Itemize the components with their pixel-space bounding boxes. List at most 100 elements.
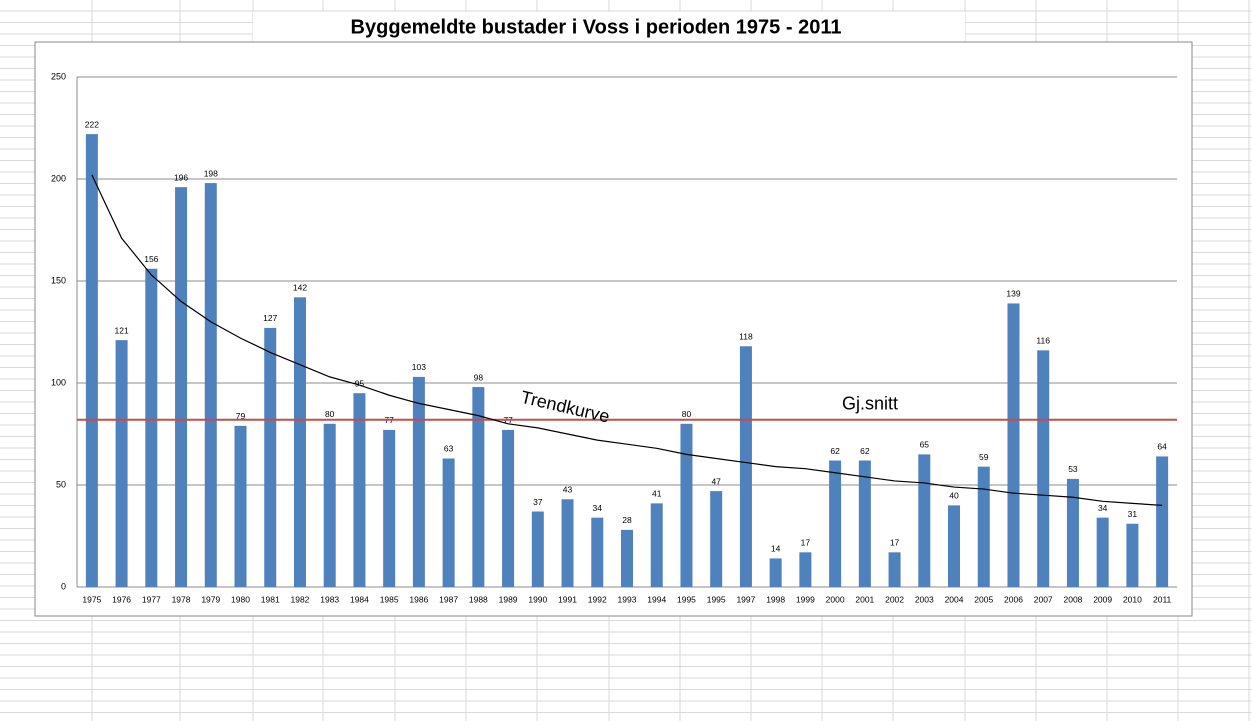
x-tick-label: 1980	[231, 594, 250, 604]
x-tick-label: 2009	[1093, 594, 1112, 604]
bar	[85, 134, 98, 587]
x-tick-label: 2011	[1153, 594, 1172, 604]
value-label: 79	[236, 411, 246, 421]
x-tick-label: 1995	[707, 594, 726, 604]
value-label: 28	[622, 515, 632, 525]
x-tick-label: 1992	[588, 594, 607, 604]
bar	[621, 529, 633, 587]
x-tick-label: 2010	[1123, 594, 1142, 604]
bar	[1156, 456, 1169, 587]
x-tick-label: 1987	[439, 594, 458, 604]
bar	[1096, 517, 1109, 587]
x-tick-label: 1989	[499, 594, 518, 604]
value-label: 156	[144, 254, 158, 264]
x-tick-label: 2000	[826, 594, 845, 604]
value-label: 139	[1006, 289, 1020, 299]
x-tick-label: 1997	[736, 594, 755, 604]
value-label: 53	[1068, 464, 1078, 474]
bar	[145, 268, 158, 587]
bar	[442, 458, 455, 587]
bar	[710, 491, 723, 587]
value-label: 80	[325, 409, 335, 419]
value-label: 121	[115, 325, 129, 335]
title-box	[253, 12, 965, 42]
bar	[769, 558, 782, 587]
x-tick-label: 2002	[885, 594, 904, 604]
y-tick-label: 50	[56, 479, 66, 489]
bar	[1066, 478, 1079, 587]
x-tick-label: 1988	[469, 594, 488, 604]
y-tick-label: 250	[51, 71, 66, 81]
bar	[353, 393, 366, 587]
value-label: 127	[263, 313, 277, 323]
x-tick-label: 1991	[558, 594, 577, 604]
bar	[858, 460, 871, 587]
value-label: 95	[355, 378, 365, 388]
value-label: 34	[1098, 503, 1108, 513]
value-label: 62	[860, 446, 870, 456]
x-tick-label: 2005	[974, 594, 993, 604]
y-tick-label: 0	[61, 581, 66, 591]
y-tick-label: 100	[51, 377, 66, 387]
bar	[1126, 523, 1139, 587]
bar	[115, 340, 128, 587]
x-tick-label: 2006	[1004, 594, 1023, 604]
bar	[472, 387, 485, 587]
x-tick-label: 2007	[1034, 594, 1053, 604]
value-label: 62	[830, 446, 840, 456]
value-label: 47	[711, 476, 721, 486]
value-label: 43	[563, 485, 573, 495]
x-tick-label: 1984	[350, 594, 369, 604]
bar	[383, 429, 396, 587]
bar	[234, 425, 247, 587]
chart-title: Byggemeldte bustader i Voss i perioden 1…	[351, 16, 842, 38]
bar	[829, 460, 842, 587]
bar	[799, 552, 812, 587]
value-label: 63	[444, 444, 454, 454]
bar	[977, 466, 990, 587]
x-tick-label: 1978	[172, 594, 191, 604]
x-tick-label: 1986	[409, 594, 428, 604]
x-tick-label: 2001	[855, 594, 874, 604]
x-tick-label: 1999	[796, 594, 815, 604]
x-tick-label: 1979	[201, 594, 220, 604]
value-label: 65	[920, 440, 930, 450]
bar	[739, 346, 752, 587]
value-label: 37	[533, 497, 543, 507]
bar	[650, 503, 663, 587]
bar	[175, 187, 188, 587]
value-label: 34	[593, 503, 603, 513]
trend-line	[91, 174, 1163, 506]
x-tick-label: 2004	[945, 594, 964, 604]
bar	[948, 505, 961, 587]
x-tick-label: 1981	[261, 594, 280, 604]
bar	[561, 499, 574, 587]
value-label: 17	[890, 538, 900, 548]
value-label: 41	[652, 489, 662, 499]
x-tick-label: 1982	[291, 594, 310, 604]
bar	[264, 327, 277, 587]
value-label: 59	[979, 452, 989, 462]
x-tick-label: 1998	[766, 594, 785, 604]
value-label: 142	[293, 283, 307, 293]
bar	[323, 423, 336, 587]
bar	[502, 429, 515, 587]
value-label: 98	[474, 372, 484, 382]
bar	[204, 183, 217, 587]
value-label: 17	[801, 538, 811, 548]
x-tick-label: 1977	[142, 594, 161, 604]
value-label: 222	[85, 119, 99, 129]
value-label: 80	[682, 409, 692, 419]
x-tick-label: 1990	[528, 594, 547, 604]
value-label: 116	[1036, 336, 1050, 346]
x-tick-label: 1976	[112, 594, 131, 604]
value-label: 103	[412, 362, 426, 372]
bar	[680, 423, 693, 587]
x-tick-label: 1995	[677, 594, 696, 604]
x-tick-label: 1975	[82, 594, 101, 604]
x-tick-label: 2003	[915, 594, 934, 604]
bar	[591, 517, 604, 587]
y-tick-label: 200	[51, 173, 66, 183]
